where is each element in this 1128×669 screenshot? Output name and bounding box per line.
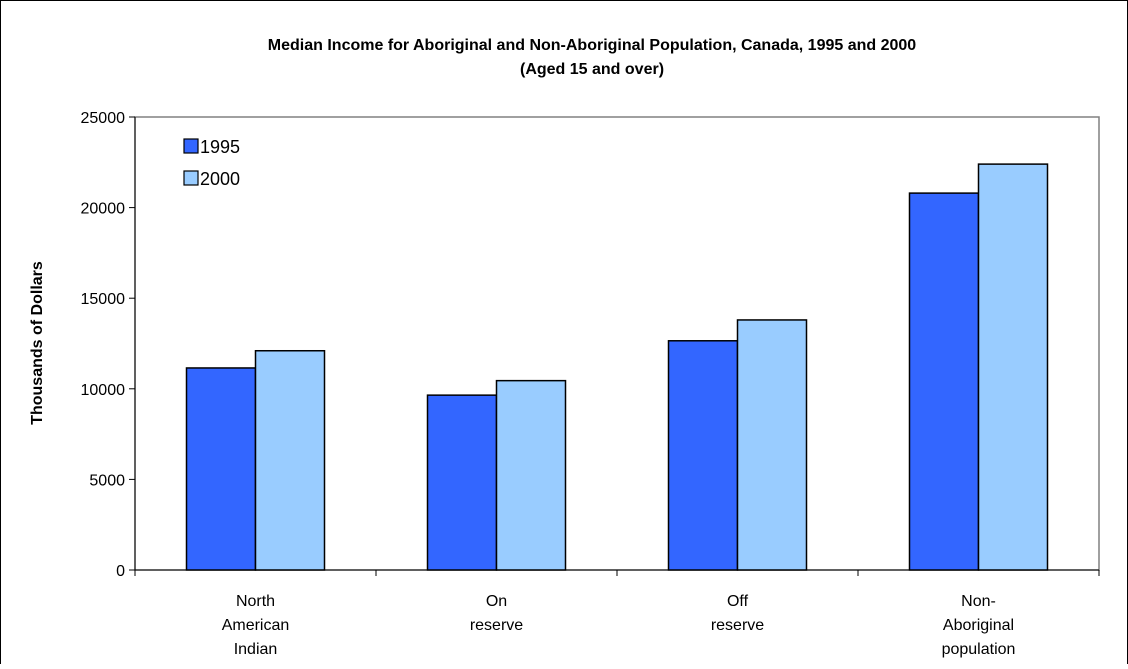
- x-tick-label: Indian: [234, 641, 278, 658]
- y-tick-label: 25000: [81, 110, 126, 127]
- bars: [185, 163, 1049, 571]
- x-tick-label: On: [486, 593, 507, 610]
- x-tick-label: North: [236, 593, 275, 610]
- legend-label: 1995: [200, 137, 240, 157]
- y-tick-label: 15000: [81, 291, 126, 308]
- bar-2000: [254, 349, 326, 571]
- x-tick-label: Aboriginal: [943, 617, 1014, 634]
- legend-swatch: [183, 138, 199, 154]
- y-tick-label: 10000: [81, 382, 126, 399]
- y-axis-label: Thousands of Dollars: [29, 261, 46, 425]
- bar-1995: [185, 367, 257, 571]
- y-tick-label: 0: [116, 563, 125, 580]
- x-tick-label: Non-: [961, 593, 996, 610]
- x-tick-labels: North American Indian On reserve Off reserve No…: [222, 593, 1016, 658]
- x-tick-label: reserve: [470, 617, 523, 634]
- bar-1995: [908, 192, 980, 571]
- chart-title: Median Income for Aboriginal and Non-Abo…: [268, 37, 916, 54]
- bar-1995: [426, 394, 498, 571]
- bar-2000: [977, 163, 1049, 571]
- x-tick-label: American: [222, 617, 290, 634]
- y-tick-label: 20000: [81, 201, 126, 218]
- chart-subtitle: (Aged 15 and over): [520, 61, 664, 78]
- bar-2000: [736, 319, 808, 571]
- legend-swatch: [183, 170, 199, 186]
- x-tick-label: Off: [727, 593, 749, 610]
- bar-1995: [667, 340, 739, 571]
- x-tick-label: population: [942, 641, 1016, 658]
- legend: 1995 2000: [183, 137, 240, 189]
- x-tick-label: reserve: [711, 617, 764, 634]
- y-tick-label: 5000: [89, 472, 125, 489]
- bar-2000: [495, 379, 567, 571]
- legend-label: 2000: [200, 169, 240, 189]
